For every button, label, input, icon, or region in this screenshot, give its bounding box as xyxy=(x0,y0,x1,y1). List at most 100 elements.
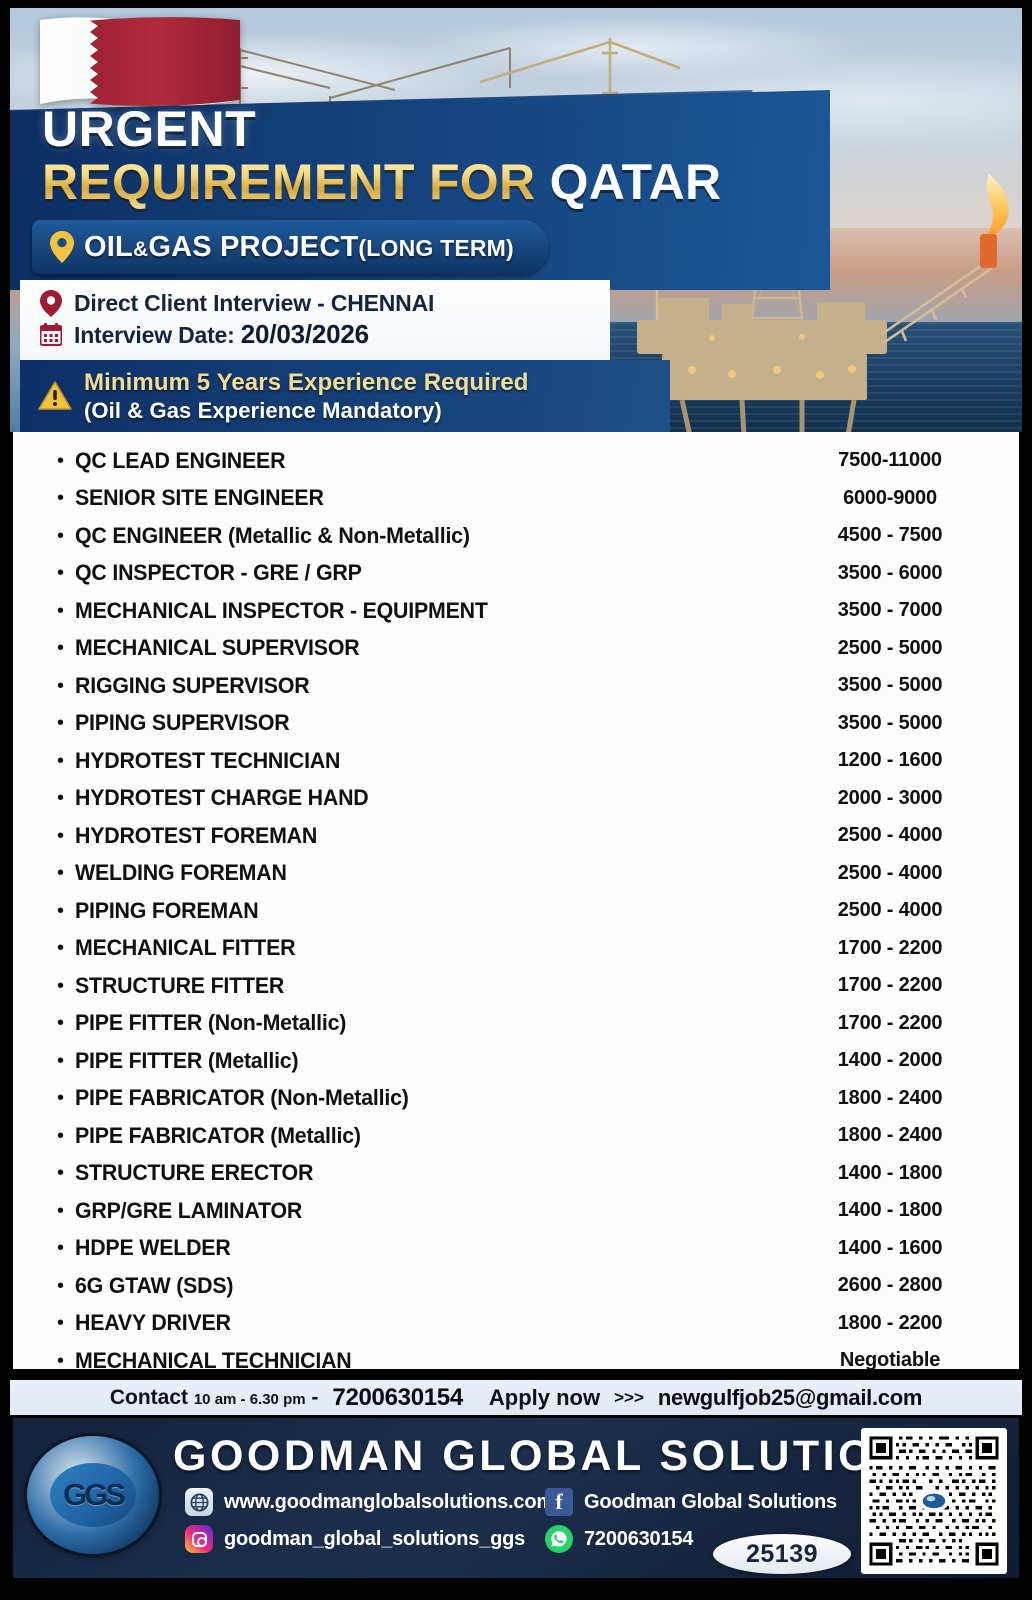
job-title: PIPE FABRICATOR (Non-Metallic) xyxy=(75,1085,409,1111)
job-salary: 2500 - 4000 xyxy=(837,824,943,847)
job-row: • HYDROTEST TECHNICIAN 1200 - 1600 xyxy=(13,742,1019,780)
bullet-icon: • xyxy=(57,974,65,997)
reference-badge: 25139 xyxy=(713,1534,851,1574)
bullet-icon: • xyxy=(57,1012,65,1035)
website-text: www.goodmanglobalsolutions.com xyxy=(224,1490,554,1513)
company-links: www.goodmanglobalsolutions.com f Goodman… xyxy=(185,1488,885,1562)
job-title: MECHANICAL SUPERVISOR xyxy=(75,635,360,661)
bullet-icon: • xyxy=(57,749,65,772)
job-salary: 2500 - 4000 xyxy=(837,861,943,884)
company-links-row-1: www.goodmanglobalsolutions.com f Goodman… xyxy=(185,1488,885,1516)
job-row: • PIPING FOREMAN 2500 - 4000 xyxy=(13,892,1019,930)
bullet-icon: • xyxy=(57,1162,65,1185)
job-row: • MECHANICAL TECHNICIAN Negotiable xyxy=(13,1342,1019,1380)
job-salary: 1200 - 1600 xyxy=(837,749,943,772)
job-salary: 1700 - 2200 xyxy=(837,936,943,959)
instagram-text: goodman_global_solutions_ggs xyxy=(224,1527,526,1550)
job-row: • QC INSPECTOR - GRE / GRP 3500 - 6000 xyxy=(13,555,1019,593)
job-row: • HYDROTEST FOREMAN 2500 - 4000 xyxy=(13,817,1019,855)
job-salary: 1800 - 2400 xyxy=(837,1086,943,1109)
job-title: WELDING FOREMAN xyxy=(75,860,287,886)
job-salary: 1700 - 2200 xyxy=(837,974,943,997)
qr-code[interactable] xyxy=(861,1428,1007,1574)
facebook-icon: f xyxy=(545,1488,573,1516)
bullet-icon: • xyxy=(57,449,65,472)
bullet-icon: • xyxy=(57,674,65,697)
job-title: HDPE WELDER xyxy=(75,1235,231,1261)
bullet-icon: • xyxy=(57,824,65,847)
globe-icon xyxy=(185,1488,213,1516)
job-row: • MECHANICAL INSPECTOR - EQUIPMENT 3500 - … xyxy=(13,592,1019,630)
facebook-item[interactable]: f Goodman Global Solutions xyxy=(545,1488,837,1516)
job-title: STRUCTURE FITTER xyxy=(75,972,285,998)
job-title: QC INSPECTOR - GRE / GRP xyxy=(75,560,362,586)
experience-lines: Minimum 5 Years Experience Required (Oil… xyxy=(84,369,529,424)
job-row: • RIGGING SUPERVISOR 3500 - 5000 xyxy=(13,667,1019,705)
job-title: SENIOR SITE ENGINEER xyxy=(75,485,324,511)
job-row: • MECHANICAL SUPERVISOR 2500 - 5000 xyxy=(13,630,1019,668)
job-row: • QC ENGINEER (Metallic & Non-Metallic) 45… xyxy=(13,517,1019,555)
job-title: STRUCTURE ERECTOR xyxy=(75,1160,314,1186)
instagram-item[interactable]: goodman_global_solutions_ggs xyxy=(185,1525,545,1553)
experience-band: Minimum 5 Years Experience Required (Oil… xyxy=(20,360,670,432)
warning-triangle-icon xyxy=(38,381,72,410)
bullet-icon: • xyxy=(57,1274,65,1297)
job-salary: 3500 - 6000 xyxy=(837,561,943,584)
job-row: • 6G GTAW (SDS) 2600 - 2800 xyxy=(13,1267,1019,1305)
whatsapp-item[interactable]: 7200630154 xyxy=(545,1525,693,1553)
interview-date-text: Interview Date: 20/03/2026 xyxy=(74,319,369,349)
experience-line-1: Minimum 5 Years Experience Required xyxy=(84,368,529,396)
website-item[interactable]: www.goodmanglobalsolutions.com xyxy=(185,1488,554,1516)
job-title: QC ENGINEER (Metallic & Non-Metallic) xyxy=(75,522,470,548)
job-title: PIPING FOREMAN xyxy=(75,897,259,923)
interview-location-text: Direct Client Interview - CHENNAI xyxy=(74,290,435,316)
job-title: MECHANICAL TECHNICIAN xyxy=(75,1347,352,1373)
bullet-icon: • xyxy=(57,712,65,735)
job-title: HYDROTEST CHARGE HAND xyxy=(75,785,369,811)
job-salary: 6000-9000 xyxy=(843,486,937,509)
job-row: • WELDING FOREMAN 2500 - 4000 xyxy=(13,855,1019,893)
location-pin-icon xyxy=(50,231,74,263)
company-logo-text: GGS xyxy=(50,1463,136,1527)
job-row: • SENIOR SITE ENGINEER 6000-9000 xyxy=(13,480,1019,518)
job-title: MECHANICAL INSPECTOR - EQUIPMENT xyxy=(75,597,488,623)
bullet-icon: • xyxy=(57,524,65,547)
job-row: • HYDROTEST CHARGE HAND 2000 - 3000 xyxy=(13,780,1019,818)
instagram-icon xyxy=(185,1525,213,1553)
job-salary: 1400 - 1600 xyxy=(837,1236,943,1259)
interview-date-row: Interview Date: 20/03/2026 xyxy=(40,319,610,350)
bullet-icon: • xyxy=(57,862,65,885)
job-salary: 1400 - 2000 xyxy=(837,1049,943,1072)
job-row: • QC LEAD ENGINEER 7500-11000 xyxy=(13,442,1019,480)
job-row: • GRP/GRE LAMINATOR 1400 - 1800 xyxy=(13,1192,1019,1230)
bullet-icon: • xyxy=(57,487,65,510)
job-title: GRP/GRE LAMINATOR xyxy=(75,1197,303,1223)
job-salary: 2600 - 2800 xyxy=(837,1274,943,1297)
poster-header: URGENT REQUIREMENT FOR QATAR OIL&GAS PRO… xyxy=(10,8,1022,432)
qatar-flag xyxy=(40,17,240,107)
contact-phone[interactable]: 7200630154 xyxy=(332,1383,463,1411)
headline-qatar: QATAR xyxy=(549,154,722,210)
job-row: • PIPE FABRICATOR (Metallic) 1800 - 2400 xyxy=(13,1117,1019,1155)
job-salary: Negotiable xyxy=(839,1349,941,1372)
bullet-icon: • xyxy=(57,937,65,960)
job-row: • HEAVY DRIVER 1800 - 2200 xyxy=(13,1305,1019,1343)
job-title: PIPING SUPERVISOR xyxy=(75,710,290,736)
company-name: GOODMAN GLOBAL SOLUTIONS xyxy=(173,1432,942,1480)
job-row: • HDPE WELDER 1400 - 1600 xyxy=(13,1230,1019,1268)
whatsapp-text: 7200630154 xyxy=(584,1527,694,1550)
project-pill-label: OIL&GAS PROJECT(LONG TERM) xyxy=(84,230,514,263)
facebook-text: Goodman Global Solutions xyxy=(584,1490,837,1513)
job-salary: 3500 - 5000 xyxy=(837,674,943,697)
headline-requirement-gold: REQUIREMENT FOR xyxy=(42,154,550,210)
job-title: RIGGING SUPERVISOR xyxy=(75,672,310,698)
interview-info-band: Direct Client Interview - CHENNAI Interv… xyxy=(20,280,610,360)
job-salary: 1700 - 2200 xyxy=(837,1011,943,1034)
contact-hours-label: Contact 10 am - 6.30 pm - xyxy=(109,1385,319,1409)
arrows-icon: >>> xyxy=(614,1387,644,1407)
contact-email[interactable]: newgulfjob25@gmail.com xyxy=(657,1384,923,1410)
job-row: • MECHANICAL FITTER 1700 - 2200 xyxy=(13,930,1019,968)
job-salary: 3500 - 5000 xyxy=(837,711,943,734)
job-title: QC LEAD ENGINEER xyxy=(75,447,286,473)
